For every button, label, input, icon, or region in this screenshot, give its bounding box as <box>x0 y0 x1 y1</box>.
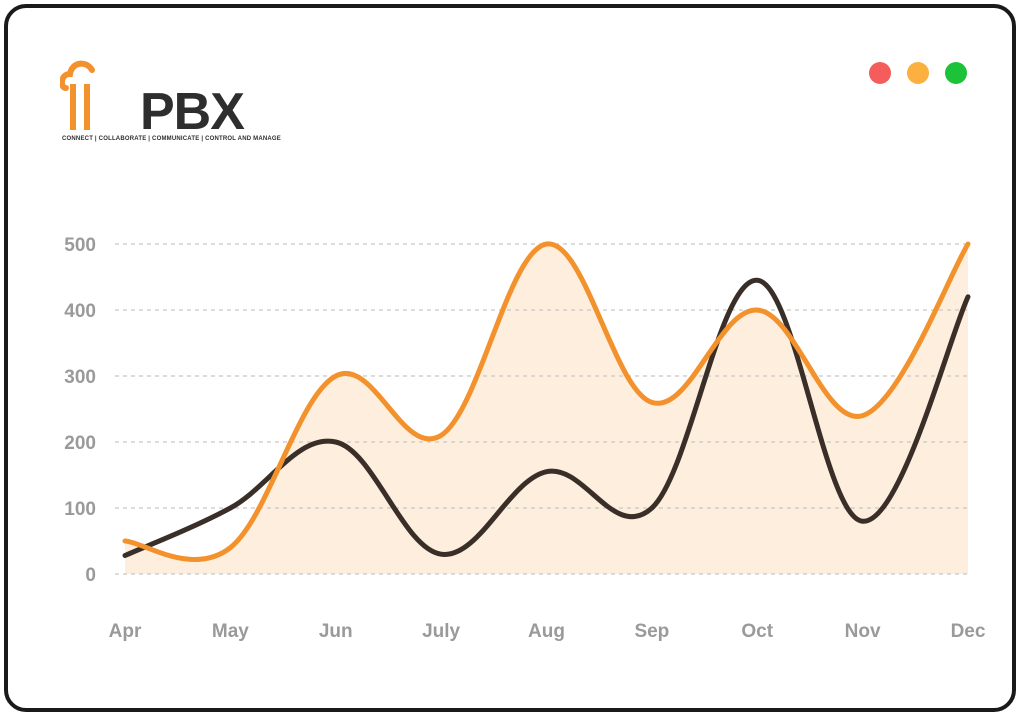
y-tick-label: 0 <box>85 565 96 586</box>
cloud-ip-icon <box>60 60 95 130</box>
maximize-button[interactable] <box>945 62 967 84</box>
series-0-area <box>125 243 968 574</box>
x-tick-label: July <box>422 621 460 642</box>
series-0-line <box>122 241 971 562</box>
minimize-button[interactable] <box>907 62 929 84</box>
ippbx-logo: PBX CONNECT | COLLABORATE | COMMUNICATE … <box>60 52 281 142</box>
close-button[interactable] <box>869 62 891 84</box>
y-tick-label: 400 <box>64 301 96 322</box>
series-1-line <box>122 277 971 559</box>
x-tick-label: Aug <box>528 621 565 642</box>
x-tick-label: Jun <box>319 621 353 642</box>
x-tick-label: Oct <box>741 621 773 642</box>
x-tick-label: Sep <box>634 621 669 642</box>
logo-wordmark: PBX <box>140 83 245 141</box>
logo-tagline: CONNECT | COLLABORATE | COMMUNICATE | CO… <box>62 136 282 142</box>
x-tick-label: May <box>212 621 249 642</box>
y-tick-label: 500 <box>64 235 96 256</box>
y-tick-label: 200 <box>64 433 96 454</box>
window-controls <box>869 62 967 84</box>
x-tick-label: Nov <box>845 621 881 642</box>
x-tick-label: Dec <box>951 621 986 642</box>
y-tick-label: 100 <box>64 499 96 520</box>
x-tick-label: Apr <box>109 621 142 642</box>
y-tick-label: 300 <box>64 367 96 388</box>
